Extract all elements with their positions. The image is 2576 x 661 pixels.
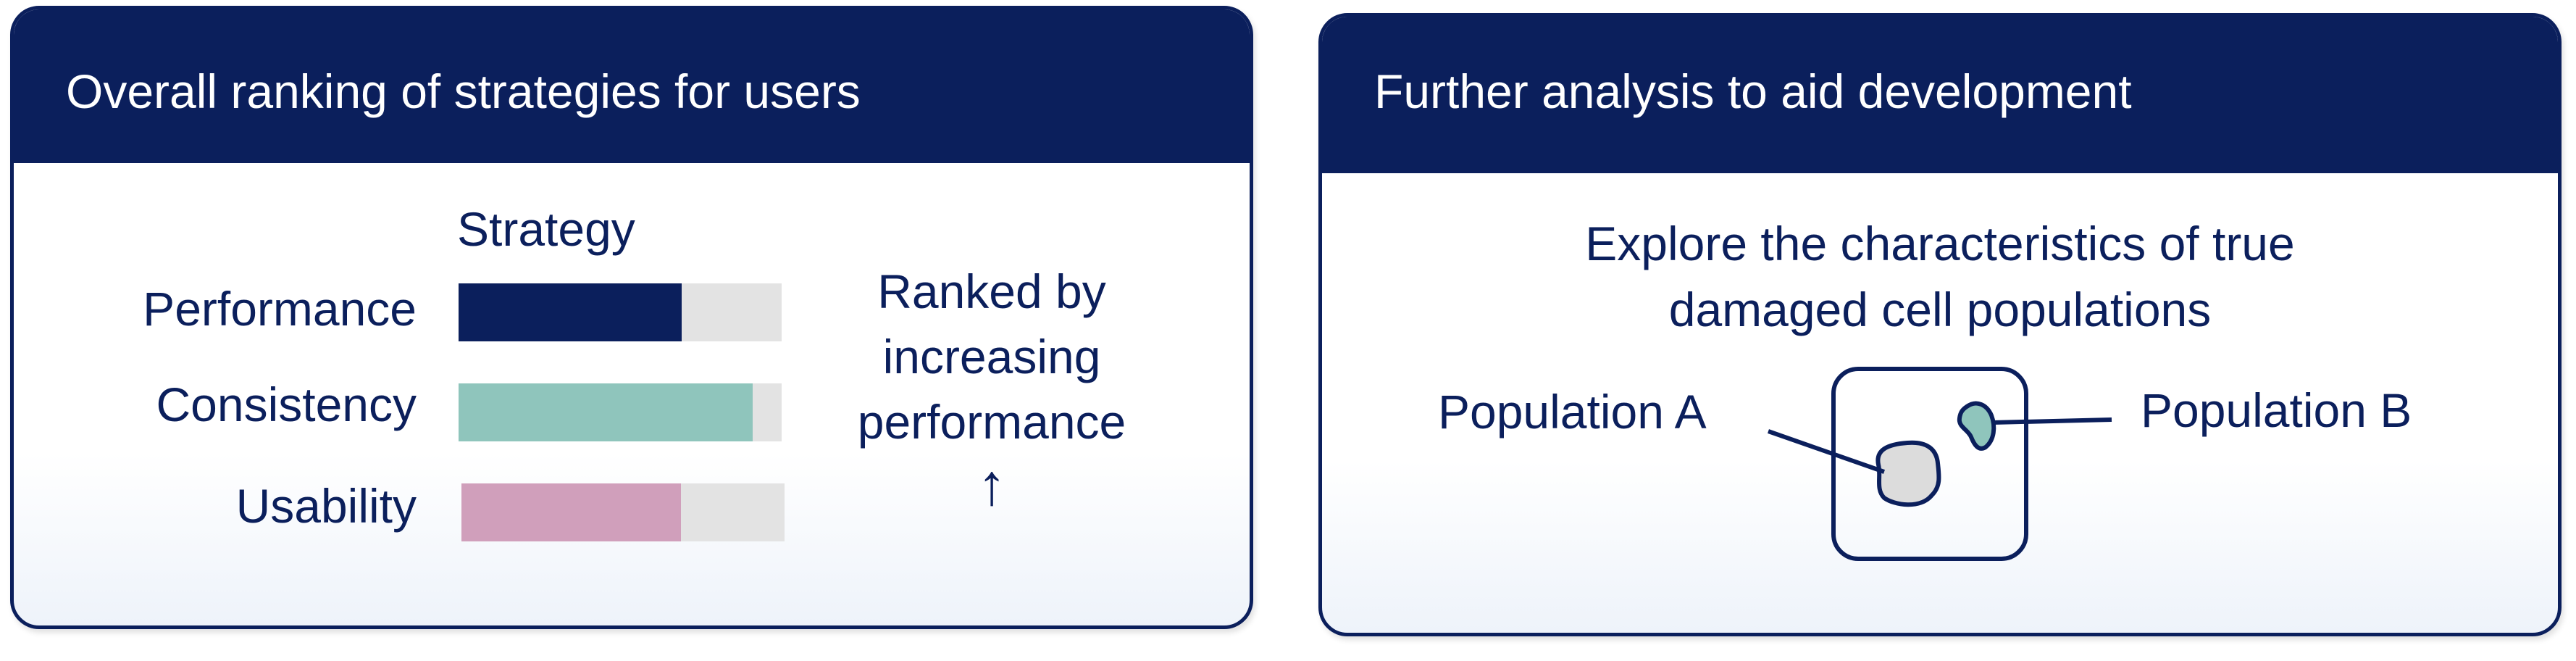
population-a-cell — [1875, 440, 1941, 507]
analysis-subtitle-line-2: damaged cell populations — [1668, 283, 2212, 337]
ranking-panel-title: Overall ranking of strategies for users — [66, 65, 861, 118]
population-a-label: Population A — [1438, 385, 1707, 438]
strategy-column-header: Strategy — [457, 202, 635, 256]
performance-bar-fill — [459, 283, 682, 341]
analysis-subtitle: Explore the characteristics of true dama… — [1322, 211, 2558, 343]
ranking-note: Ranked by increasing performance ↑ — [825, 259, 1158, 515]
population-a-leader-line — [1768, 429, 1885, 474]
ranking-note-line-3: performance — [857, 394, 1126, 449]
consistency-bar-track — [459, 383, 782, 441]
row-label-performance: Performance — [143, 282, 417, 336]
population-b-label: Population B — [2141, 383, 2412, 437]
ranking-panel-header: Overall ranking of strategies for users — [14, 9, 1250, 163]
analysis-panel-title: Further analysis to aid development — [1374, 65, 2132, 118]
analysis-panel-header: Further analysis to aid development — [1322, 17, 2558, 173]
ranking-note-line-2: increasing — [882, 329, 1101, 383]
cell-diagram — [1768, 367, 2112, 561]
row-label-usability: Usability — [235, 479, 417, 533]
usability-bar-fill — [461, 483, 682, 541]
sample-container-outline — [1831, 367, 2028, 561]
analysis-panel: Further analysis to aid development Expl… — [1318, 13, 2562, 636]
population-b-leader-line — [1992, 417, 2112, 425]
up-arrow-icon: ↑ — [977, 452, 1006, 517]
performance-bar-track — [459, 283, 782, 341]
population-b-cell — [1957, 401, 1996, 451]
ranking-panel: Overall ranking of strategies for users … — [10, 6, 1253, 629]
ranking-note-line-1: Ranked by — [877, 265, 1106, 318]
usability-bar-track — [461, 483, 785, 541]
row-label-consistency: Consistency — [156, 378, 417, 431]
consistency-bar-fill — [459, 383, 753, 441]
analysis-subtitle-line-1: Explore the characteristics of true — [1585, 217, 2295, 270]
